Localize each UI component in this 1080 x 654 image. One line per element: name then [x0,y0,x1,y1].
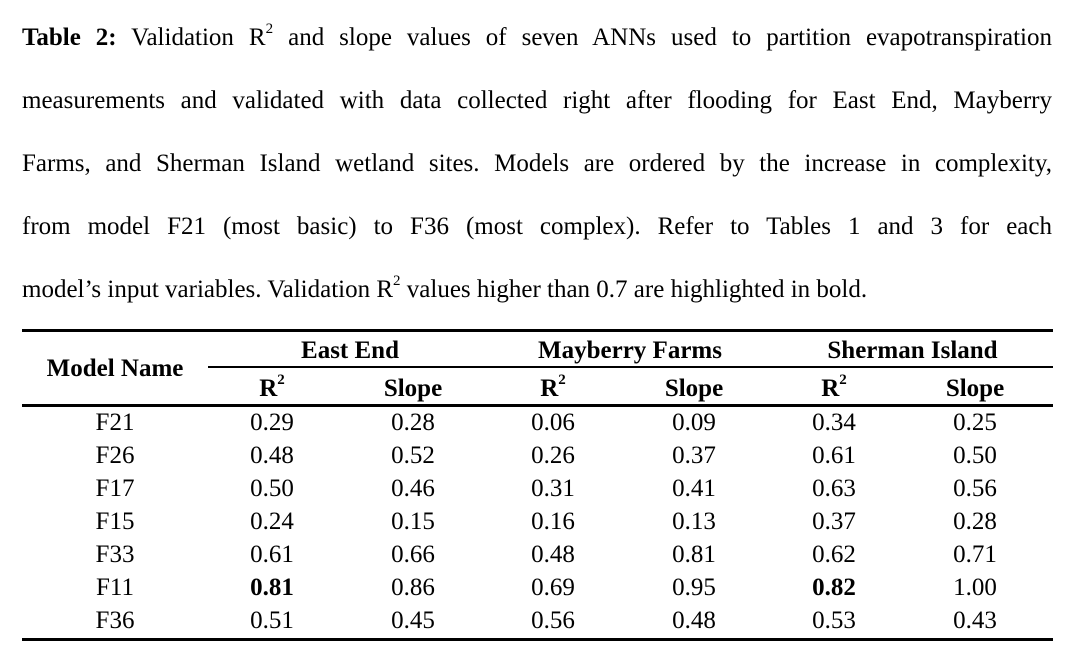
caption-line-5: model’s input variables. Validation R2 v… [22,273,868,303]
table-header-rule [22,404,1053,407]
value-cell: 0.06 [531,409,575,436]
value-cell: 0.63 [812,475,856,502]
value-cell: 0.43 [953,607,997,634]
group-header-sherman-island: Sherman Island [827,337,998,364]
value-cell: 0.56 [953,475,997,502]
value-cell: 0.28 [953,508,997,535]
model-name-cell: F15 [95,508,135,535]
value-cell: 0.62 [812,541,856,568]
subheader-r2-east-end: R2 [259,372,285,402]
value-cell: 0.95 [672,574,716,601]
value-cell: 0.61 [812,442,856,469]
value-cell: 0.71 [953,541,997,568]
value-cell: 0.66 [391,541,435,568]
caption-line-1: Table 2: Validation R2 and slope values … [22,21,1052,51]
table-bottom-rule [22,638,1053,641]
value-cell: 0.26 [531,442,575,469]
value-cell: 0.52 [391,442,435,469]
value-cell: 0.41 [672,475,716,502]
value-cell: 0.48 [672,607,716,634]
value-cell: 0.48 [531,541,575,568]
value-cell: 0.09 [672,409,716,436]
table-top-rule [22,329,1053,332]
value-cell: 0.31 [531,475,575,502]
value-cell: 0.53 [812,607,856,634]
model-name-cell: F36 [95,607,135,634]
value-cell: 0.69 [531,574,575,601]
value-cell: 0.50 [250,475,294,502]
value-cell: 0.86 [391,574,435,601]
value-cell: 0.25 [953,409,997,436]
value-cell: 0.45 [391,607,435,634]
caption-line-3: Farms, and Sherman Island wetland sites.… [22,150,1052,177]
value-cell: 1.00 [953,574,997,601]
value-cell: 0.16 [531,508,575,535]
model-name-header: Model Name [46,355,184,382]
value-cell: 0.46 [391,475,435,502]
subheader-r2-sherman-island: R2 [821,372,847,402]
value-cell: 0.81 [250,574,294,601]
value-cell: 0.28 [391,409,435,436]
caption-line-4: from model F21 (most basic) to F36 (most… [22,213,1052,240]
subheader-slope-sherman-island: Slope [945,375,1005,402]
value-cell: 0.51 [250,607,294,634]
value-cell: 0.13 [672,508,716,535]
value-cell: 0.56 [531,607,575,634]
value-cell: 0.82 [812,574,856,601]
model-name-cell: F33 [95,541,135,568]
value-cell: 0.15 [391,508,435,535]
value-cell: 0.50 [953,442,997,469]
subheader-slope-east-end: Slope [383,375,443,402]
model-name-cell: F17 [95,475,135,502]
subheader-slope-mayberry-farms: Slope [664,375,724,402]
value-cell: 0.81 [672,541,716,568]
value-cell: 0.61 [250,541,294,568]
model-name-cell: F21 [95,409,135,436]
value-cell: 0.24 [250,508,294,535]
model-name-cell: F26 [95,442,135,469]
group-underline [208,366,1053,368]
value-cell: 0.37 [672,442,716,469]
caption-line-2: measurements and validated with data col… [22,87,1052,114]
model-name-cell: F11 [96,574,134,601]
subheader-r2-mayberry-farms: R2 [540,372,566,402]
caption-label: Table 2: [22,24,117,51]
table-caption: Table 2: Validation R2 and slope values … [22,6,1052,321]
value-cell: 0.29 [250,409,294,436]
group-header-east-end: East End [301,337,399,364]
value-cell: 0.34 [812,409,856,436]
group-header-mayberry-farms: Mayberry Farms [538,337,722,364]
value-cell: 0.48 [250,442,294,469]
value-cell: 0.37 [812,508,856,535]
